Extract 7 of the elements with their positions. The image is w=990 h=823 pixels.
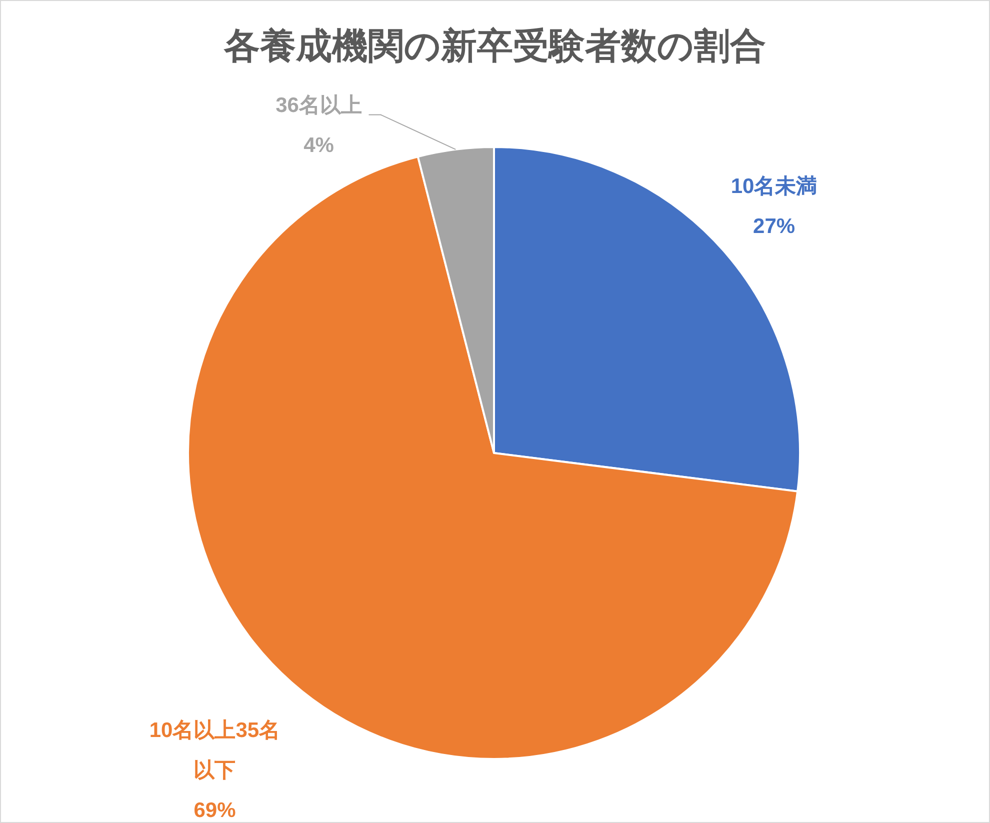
data-label: 4% <box>304 134 334 157</box>
data-label: 69% <box>194 798 236 822</box>
data-label: 27% <box>753 215 796 238</box>
chart-title: 各養成機関の新卒受験者数の割合 <box>223 25 766 66</box>
slice-label: 36名以上 <box>276 94 362 117</box>
slice-label: 10名未満 <box>730 175 818 198</box>
slice-label: 10名以上35名以下 <box>149 718 280 782</box>
